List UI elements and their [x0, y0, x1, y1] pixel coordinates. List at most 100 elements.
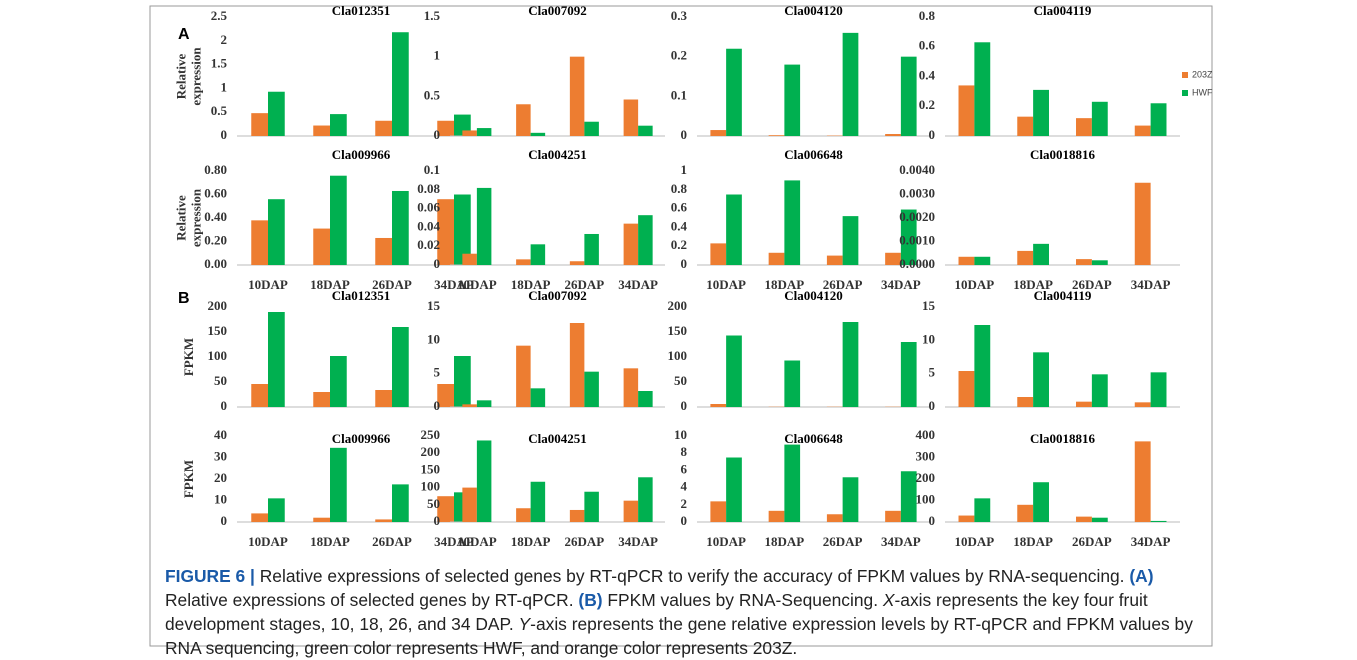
y-tick-label: 250	[421, 427, 441, 442]
bar	[330, 114, 347, 136]
y-tick-label: 50	[427, 496, 440, 511]
bar	[784, 361, 800, 408]
x-tick-label: 10DAP	[955, 277, 995, 292]
x-tick-label: 26DAP	[823, 534, 863, 549]
bar	[726, 195, 742, 266]
bar	[827, 256, 843, 265]
bar	[462, 404, 477, 407]
bar	[1017, 251, 1033, 265]
y-tick-label: 6	[681, 461, 688, 476]
bar	[1151, 521, 1167, 522]
y-tick-label: 200	[421, 444, 441, 459]
y-tick-label: 0.6	[919, 38, 936, 53]
y-tick-label: 100	[916, 491, 936, 506]
bar	[392, 327, 409, 407]
y-tick-label: 0	[221, 398, 228, 413]
bar	[784, 445, 800, 522]
bar	[1151, 103, 1167, 136]
x-tick-label: 10DAP	[248, 534, 288, 549]
y-tick-label: 0	[929, 398, 936, 413]
x-tick-label: 10DAP	[457, 534, 497, 549]
bar	[531, 482, 546, 522]
y-tick-label: 0.2	[671, 237, 687, 252]
bar	[959, 516, 975, 522]
y-axis-label: Relative	[173, 195, 188, 241]
bar	[901, 471, 917, 522]
bar	[584, 492, 599, 522]
chart-title: Cla006648	[784, 147, 843, 162]
y-tick-label: 0	[434, 513, 441, 528]
chart-title: Cla004119	[1034, 288, 1092, 303]
y-tick-label: 10	[427, 331, 440, 346]
caption-text: (B)	[578, 590, 602, 610]
bar	[251, 220, 268, 265]
bar	[726, 336, 742, 408]
y-tick-label: 5	[434, 365, 441, 380]
x-tick-label: 18DAP	[310, 534, 350, 549]
y-tick-label: 0.60	[204, 185, 227, 200]
y-tick-label: 2.5	[211, 8, 228, 23]
bar	[392, 484, 409, 522]
legend-swatch	[1182, 90, 1188, 96]
bar	[784, 65, 800, 136]
bar	[624, 501, 639, 522]
caption-label: FIGURE 6 |	[165, 566, 255, 586]
bar	[843, 322, 859, 407]
panel-label: A	[178, 26, 190, 43]
bar	[1033, 482, 1049, 522]
y-tick-label: 0.6	[671, 200, 688, 215]
x-tick-label: 10DAP	[955, 534, 995, 549]
bar	[974, 42, 990, 136]
y-tick-label: 0.1	[671, 87, 687, 102]
bar	[726, 458, 742, 523]
y-tick-label: 150	[668, 323, 688, 338]
y-tick-label: 200	[668, 298, 688, 313]
bar	[974, 498, 990, 522]
chart-title: Cla009966	[332, 147, 391, 162]
bar	[1017, 397, 1033, 407]
y-tick-label: 150	[421, 461, 441, 476]
chart-title: Cla012351	[332, 288, 391, 303]
bar	[516, 104, 531, 136]
x-tick-label: 26DAP	[565, 534, 605, 549]
bar	[531, 388, 546, 407]
bar	[974, 325, 990, 407]
x-tick-label: 34DAP	[618, 277, 658, 292]
y-tick-label: 0.80	[204, 162, 227, 177]
y-tick-label: 20	[214, 470, 227, 485]
bar	[827, 514, 843, 522]
chart-title: Cla007092	[528, 288, 587, 303]
bar	[462, 488, 477, 522]
bar	[251, 113, 268, 136]
bar	[531, 133, 546, 136]
bar	[1092, 518, 1108, 522]
bar	[570, 323, 585, 407]
y-tick-label: 0.0000	[899, 256, 935, 271]
x-tick-label: 18DAP	[1013, 534, 1053, 549]
legend-label: 203Z	[1192, 69, 1213, 79]
x-tick-label: 34DAP	[881, 534, 921, 549]
bar	[375, 390, 392, 407]
y-tick-label: 100	[208, 348, 228, 363]
x-tick-label: 26DAP	[372, 534, 412, 549]
bar	[268, 199, 285, 265]
x-tick-label: 10DAP	[706, 277, 746, 292]
bar	[1017, 505, 1033, 522]
bar	[710, 404, 726, 407]
bar	[710, 501, 726, 522]
x-tick-label: 18DAP	[511, 534, 551, 549]
bar	[1076, 118, 1092, 136]
bar	[330, 176, 347, 265]
bar	[959, 85, 975, 136]
caption-text: (A)	[1129, 566, 1153, 586]
y-tick-label: 0.04	[417, 218, 440, 233]
chart-title: Cla004251	[528, 431, 587, 446]
bar	[784, 180, 800, 265]
y-tick-label: 0.20	[204, 232, 227, 247]
y-tick-label: 8	[681, 444, 688, 459]
bar	[477, 188, 492, 265]
y-tick-label: 0	[434, 127, 441, 142]
bar	[570, 57, 585, 136]
y-tick-label: 0.3	[671, 8, 688, 23]
y-tick-label: 5	[929, 365, 936, 380]
